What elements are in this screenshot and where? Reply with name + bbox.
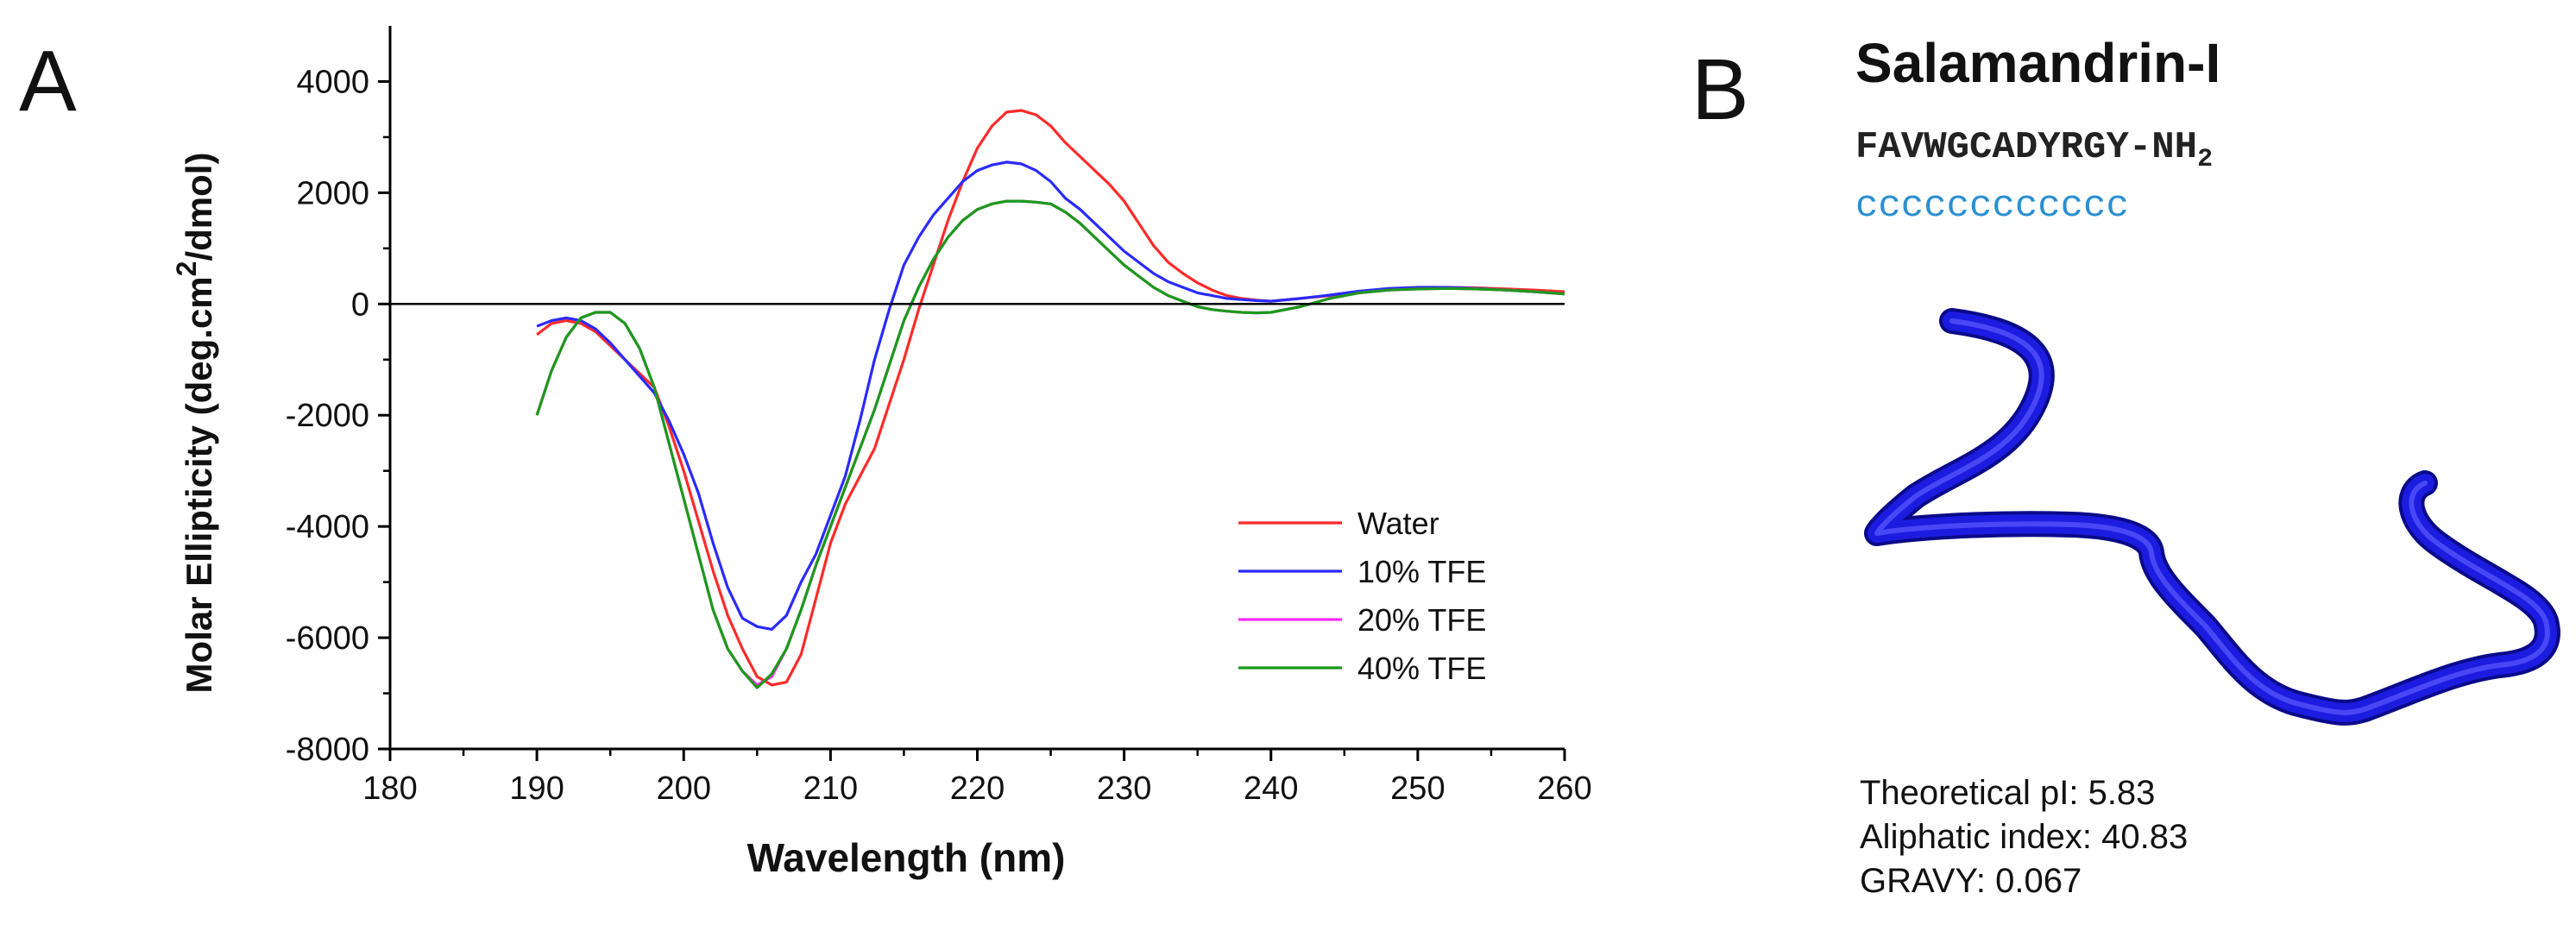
ribbon-highlight [1874,318,2550,715]
legend-label: Water [1357,506,1439,541]
y-tick-label: 4000 [296,64,369,100]
x-tick-label: 180 [362,771,417,807]
x-tick-label: 210 [803,771,858,807]
y-tick-label: -4000 [286,509,369,545]
x-tick-label: 240 [1244,771,1298,807]
x-tick-label: 190 [509,771,564,807]
peptide-sequence-subscript: 2 [2197,145,2213,174]
secondary-structure-string: cccccccccccc [1855,185,2129,228]
y-axis-label: Molar Ellipticity (deg.cm2/dmol) [171,153,219,694]
y-tick-label: 2000 [296,175,369,211]
x-ticks-group: 180 190 200 210 220 230 240 250 260 [362,749,1592,807]
legend-label: 40% TFE [1357,651,1486,686]
y-tick-label: -8000 [286,732,369,768]
x-tick-label: 260 [1537,771,1591,807]
y-axis-label-part-2: /dmol) [179,153,219,261]
peptide-name: Salamandrin-I [1855,32,2220,94]
x-tick-label: 250 [1390,771,1445,807]
property-theoretical-pi: Theoretical pI: 5.83 [1860,774,2155,812]
cd-spectrum-chart: 180 190 200 210 220 230 240 250 260 -8000 -6000 -4… [171,26,1592,880]
panel-a-letter: A [19,33,77,129]
y-ticks-group: -8000 -6000 -4000 -2000 0 2000 4000 [286,64,390,768]
y-axis-label-superscript: 2 [171,261,202,277]
panel-b: Salamandrin-I FAVWGCADYRGY-NH2 ccccccccc… [1855,32,2560,900]
peptide-structure-ribbon [1864,308,2560,726]
y-tick-label: 0 [351,286,369,323]
x-tick-label: 200 [657,771,711,807]
y-tick-label: -2000 [286,398,369,434]
x-tick-label: 220 [950,771,1005,807]
y-tick-label: -6000 [286,620,369,657]
peptide-sequence-main: FAVWGCADYRGY-NH [1855,126,2197,169]
plot-series-group [535,109,1565,689]
legend: Water 10% TFE 20% TFE 40% TFE [1238,506,1486,686]
y-axis-label-part-1: Molar Ellipticity (deg.cm [179,276,219,693]
legend-label: 20% TFE [1357,602,1486,638]
legend-label: 10% TFE [1357,554,1486,589]
panel-b-letter: B [1691,41,1749,138]
peptide-sequence: FAVWGCADYRGY-NH2 [1855,126,2213,174]
x-axis-label: Wavelength (nm) [747,835,1066,880]
property-gravy: GRAVY: 0.067 [1860,862,2082,900]
x-tick-label: 230 [1097,771,1151,807]
series-line-10-tfe [536,160,1565,631]
series-line-40-tfe [535,199,1565,689]
property-aliphatic-index: Aliphatic index: 40.83 [1860,818,2188,856]
series-line-water [536,109,1565,687]
